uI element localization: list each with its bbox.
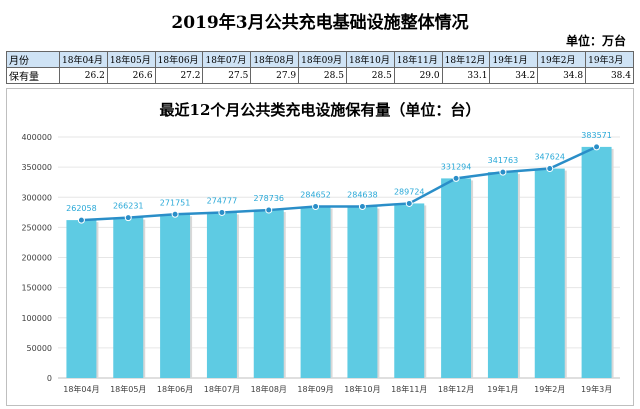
table-month-cell: 19年2月 <box>537 51 587 68</box>
watermark-logo: evpartner <box>559 390 632 405</box>
y-tick-label: 200000 <box>21 254 52 263</box>
line-point <box>358 203 366 211</box>
x-tick-label: 18年04月 <box>63 384 99 394</box>
table-value-cell: 34.2 <box>489 67 539 84</box>
y-tick-label: 0 <box>47 374 52 383</box>
bar <box>394 203 425 378</box>
summary-table: 月份 18年04月 18年05月 18年06月 18年07月 18年08月 18年09月 1… <box>6 51 634 84</box>
line-point <box>171 210 179 218</box>
data-label: 289724 <box>394 187 425 196</box>
table-value-cell: 26.6 <box>106 67 156 84</box>
table-value-cell: 27.9 <box>250 67 300 84</box>
header-label: 月份 <box>6 51 60 68</box>
table-header-row: 月份 18年04月 18年05月 18年06月 18年07月 18年08月 18年09月 1… <box>6 51 634 68</box>
y-tick-label: 100000 <box>21 314 52 323</box>
y-tick-label: 50000 <box>27 344 52 353</box>
data-label: 383571 <box>581 131 612 140</box>
data-label: 341763 <box>488 156 519 165</box>
table-month-cell: 18年05月 <box>106 51 156 68</box>
data-label: 284638 <box>347 191 378 200</box>
bar <box>534 168 565 378</box>
table-value-cell: 38.4 <box>585 67 634 84</box>
table-month-cell: 18年07月 <box>202 51 252 68</box>
x-tick-label: 18年12月 <box>438 384 474 394</box>
table-value-cell: 27.5 <box>202 67 252 84</box>
data-label: 271751 <box>160 198 191 207</box>
x-tick-label: 18年11月 <box>391 384 427 394</box>
line-point <box>265 206 273 214</box>
table-month-cell: 19年1月 <box>489 51 539 68</box>
table-month-cell: 18年09月 <box>298 51 347 68</box>
bar <box>160 214 191 378</box>
bar <box>581 146 612 378</box>
data-label: 274777 <box>207 196 238 205</box>
bar <box>441 178 472 378</box>
line-point <box>312 202 320 210</box>
table-month-cell: 19年3月 <box>585 51 634 68</box>
table-value-cell: 27.2 <box>154 67 204 84</box>
bar <box>206 212 237 378</box>
y-tick-label: 250000 <box>21 223 52 232</box>
y-tick-label: 400000 <box>21 133 52 142</box>
data-label: 266231 <box>113 202 144 211</box>
y-tick-label: 350000 <box>21 163 52 172</box>
series-line <box>81 145 598 222</box>
unit-label: 单位：万台 <box>565 34 626 48</box>
line-point <box>499 168 507 176</box>
data-label: 262058 <box>66 204 97 213</box>
x-tick-label: 18年05月 <box>110 384 146 394</box>
value-label: 保有量 <box>6 67 60 84</box>
line-point <box>593 143 601 151</box>
table-values-row: 保有量 26.2 26.6 27.2 27.5 27.9 28.5 28.5 29.0 33.1… <box>6 67 634 84</box>
x-tick-label: 19年1月 <box>487 384 518 394</box>
x-tick-label: 18年06月 <box>157 384 193 394</box>
y-tick-label: 300000 <box>21 193 52 202</box>
bar <box>66 220 97 378</box>
table-month-cell: 18年06月 <box>154 51 204 68</box>
line-point <box>546 165 554 173</box>
data-label: 331294 <box>441 162 472 171</box>
line-point <box>405 199 413 207</box>
bar <box>347 206 378 378</box>
bar <box>487 172 518 378</box>
x-tick-label: 18年09月 <box>297 384 333 394</box>
line-point <box>77 216 85 224</box>
table-month-cell: 18年04月 <box>59 51 108 68</box>
x-tick-label: 19年3月 <box>581 384 612 394</box>
chart-title: 最近12个月公共类充电设施保有量（单位：台） <box>159 101 481 119</box>
bar <box>113 217 144 378</box>
page-title: 2019年3月公共充电基础设施整体情况 <box>171 13 469 33</box>
x-tick-label: 18年07月 <box>204 384 240 394</box>
x-tick-label: 18年10月 <box>344 384 380 394</box>
data-label: 284652 <box>300 190 331 199</box>
data-label: 278736 <box>253 194 284 203</box>
x-tick-label: 18年08月 <box>251 384 287 394</box>
y-tick-label: 150000 <box>21 284 52 293</box>
table-value-cell: 34.8 <box>537 67 587 84</box>
line-point <box>124 214 132 222</box>
bar <box>300 206 331 378</box>
data-label: 347624 <box>534 153 565 162</box>
line-point <box>452 174 460 182</box>
x-tick-label: 19年2月 <box>534 384 565 394</box>
bar <box>253 210 284 378</box>
line-point <box>218 208 226 216</box>
